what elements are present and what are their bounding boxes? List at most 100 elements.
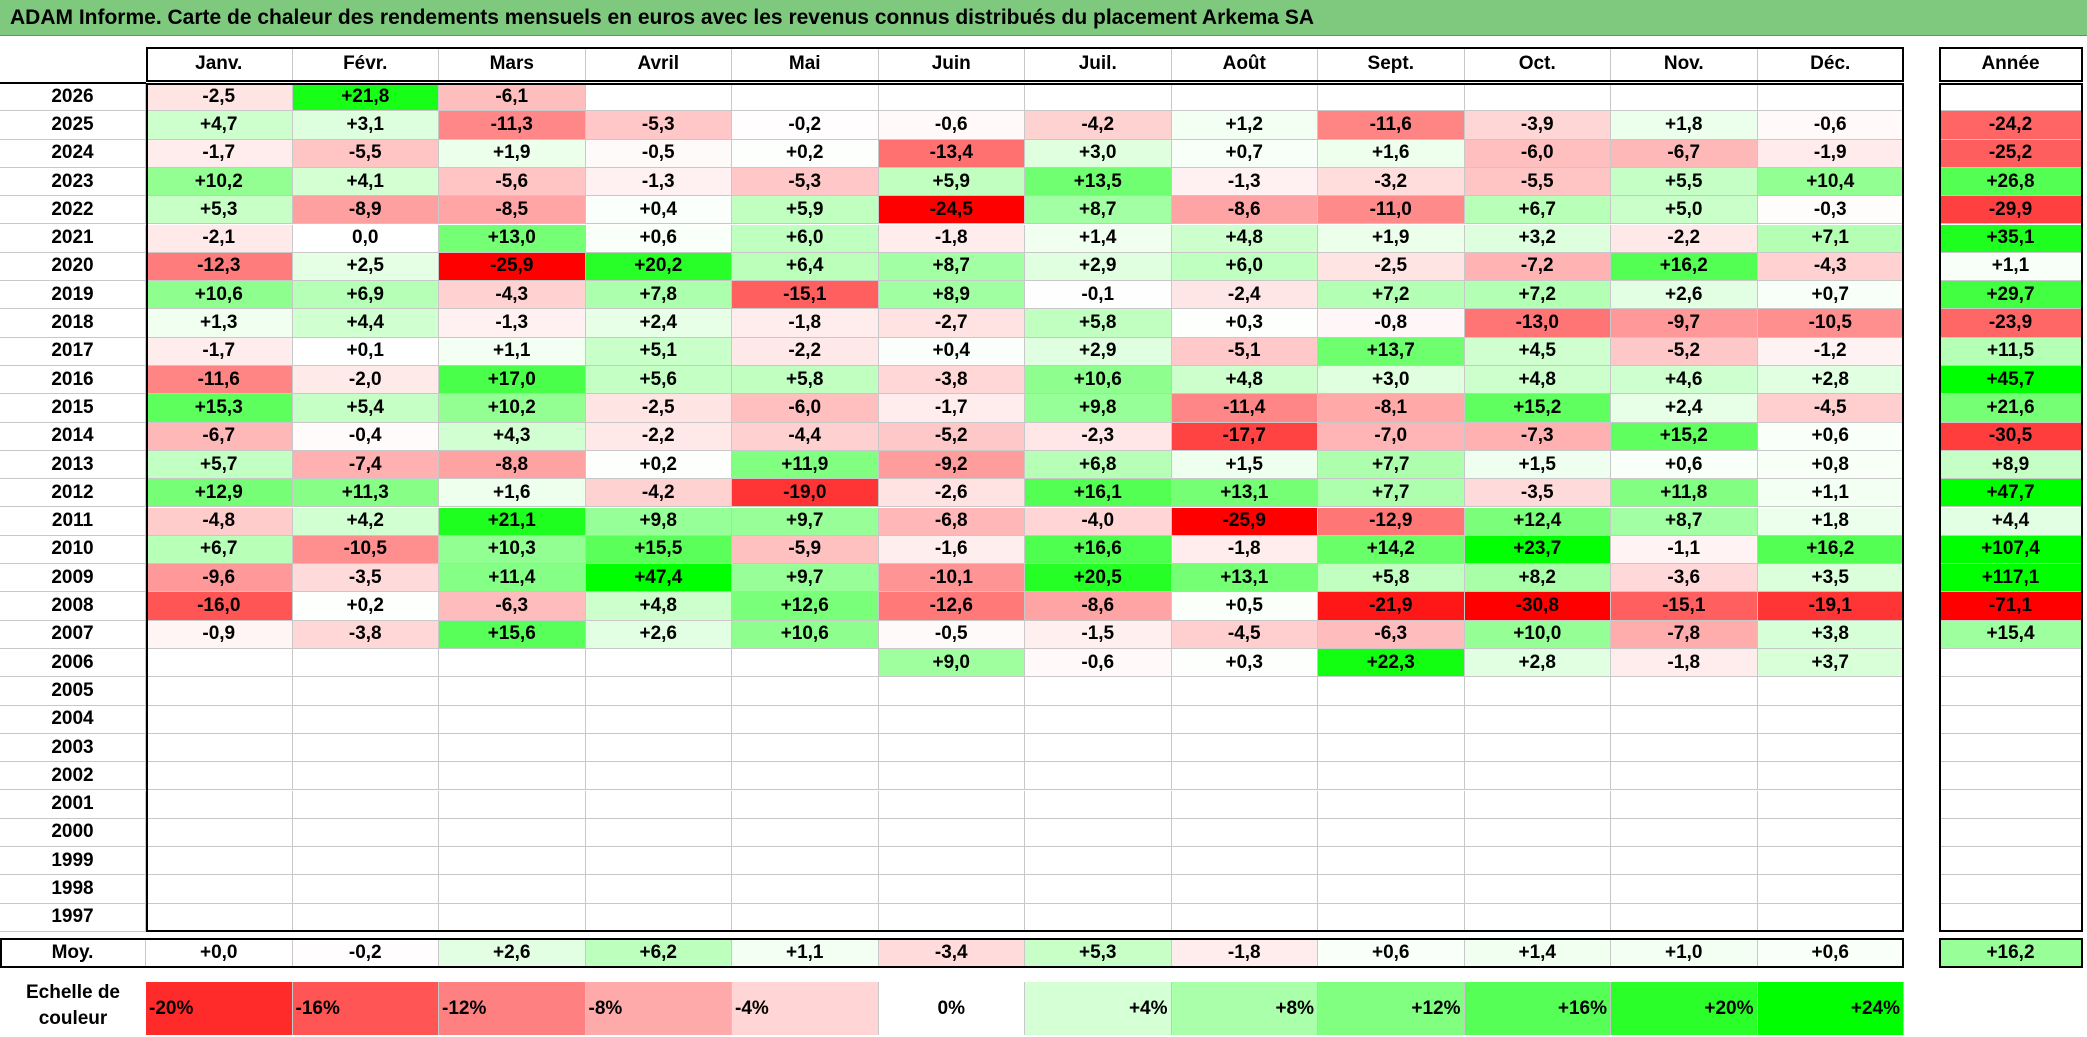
month-header: Nov.: [1611, 47, 1758, 82]
month-header: Août: [1171, 47, 1318, 82]
heatmap-cell: [146, 818, 293, 848]
heatmap-cell: -10,5: [292, 535, 439, 565]
heatmap-cell: +9,8: [1025, 394, 1172, 423]
heatmap-cell: [146, 705, 293, 734]
year-label: 2008: [0, 592, 146, 621]
heatmap-cell: -8,1: [1318, 394, 1465, 423]
heatmap-cell: +5,8: [1025, 309, 1172, 338]
heatmap-cell: +0,7: [1757, 281, 1904, 310]
heatmap-cell: [1757, 847, 1904, 876]
heatmap-cell: -3,9: [1464, 111, 1611, 140]
heatmap-cell: +2,5: [292, 252, 439, 282]
heatmap-cell: [585, 649, 732, 678]
heatmap-cell: [1757, 790, 1904, 819]
heatmap-cell: [1611, 677, 1758, 706]
heatmap-cell: -1,6: [878, 535, 1025, 565]
heatmap-cell: +4,4: [292, 309, 439, 338]
heatmap-cell: +4,8: [585, 592, 732, 621]
heatmap-cell: +8,2: [1464, 564, 1611, 593]
heatmap-cell: +2,9: [1025, 252, 1172, 282]
heatmap-cell: +8,7: [1025, 196, 1172, 225]
heatmap-cell: -25,9: [1171, 507, 1318, 536]
heatmap-cell: -8,5: [439, 196, 586, 225]
heatmap-cell: -6,1: [439, 83, 586, 112]
annual-cell: +4,4: [1939, 507, 2083, 536]
heatmap-cell: -21,9: [1318, 592, 1465, 621]
heatmap-cell: -16,0: [146, 592, 293, 621]
heatmap-cell: [1611, 818, 1758, 848]
annual-cell: [1939, 649, 2083, 678]
heatmap-cell: [146, 762, 293, 791]
average-cell: +5,3: [1025, 938, 1172, 968]
heatmap-cell: +15,3: [146, 394, 293, 423]
heatmap-cell: -9,7: [1611, 309, 1758, 338]
heatmap-cell: [1025, 705, 1172, 734]
year-label: 2001: [0, 790, 146, 819]
heatmap-cell: +13,1: [1171, 479, 1318, 508]
heatmap-cell: [732, 677, 879, 706]
heatmap-cell: [1464, 903, 1611, 932]
heatmap-cell: +7,8: [585, 281, 732, 310]
heatmap-cell: -5,5: [292, 139, 439, 168]
annual-cell: +8,9: [1939, 450, 2083, 480]
month-header: Juil.: [1025, 47, 1172, 82]
heatmap-cell: -19,0: [732, 479, 879, 508]
color-scale-stop: +24%: [1757, 982, 1904, 1035]
heatmap-cell: +7,2: [1318, 281, 1465, 310]
heatmap-cell: [439, 762, 586, 791]
heatmap-cell: +5,8: [732, 366, 879, 395]
heatmap-cell: -9,6: [146, 564, 293, 593]
heatmap-cell: -11,0: [1318, 196, 1465, 225]
heatmap-cell: +9,7: [732, 507, 879, 536]
heatmap-cell: -4,5: [1757, 394, 1904, 423]
heatmap-cell: [439, 705, 586, 734]
heatmap-cell: [1171, 83, 1318, 112]
average-label: Moy.: [0, 938, 146, 968]
heatmap-cell: -13,0: [1464, 309, 1611, 338]
heatmap-cell: [146, 847, 293, 876]
heatmap-cell: +2,6: [585, 620, 732, 649]
heatmap-cell: [1318, 677, 1465, 706]
heatmap-cell: [1757, 818, 1904, 848]
heatmap-cell: +3,1: [292, 111, 439, 140]
annual-cell: -71,1: [1939, 592, 2083, 621]
heatmap-cell: [585, 733, 732, 763]
heatmap-cell: +3,7: [1757, 649, 1904, 678]
month-header: Févr.: [292, 47, 439, 82]
heatmap-cell: -1,8: [878, 224, 1025, 253]
heatmap-cell: +1,8: [1757, 507, 1904, 536]
average-cell: -0,2: [292, 938, 439, 968]
heatmap-cell: [1318, 818, 1465, 848]
annual-cell: -23,9: [1939, 309, 2083, 338]
heatmap-cell: +1,5: [1171, 450, 1318, 480]
heatmap-cell: -5,2: [1611, 337, 1758, 366]
annual-cell: -29,9: [1939, 196, 2083, 225]
heatmap-cell: -2,6: [878, 479, 1025, 508]
heatmap-cell: [585, 83, 732, 112]
heatmap-cell: [878, 790, 1025, 819]
heatmap-cell: +0,6: [1611, 450, 1758, 480]
heatmap-cell: -4,0: [1025, 507, 1172, 536]
year-label: 2017: [0, 337, 146, 366]
heatmap-cell: [878, 705, 1025, 734]
color-scale-stop: +8%: [1171, 982, 1318, 1035]
heatmap-cell: -1,7: [878, 394, 1025, 423]
year-label: 2013: [0, 450, 146, 480]
heatmap-cell: [878, 818, 1025, 848]
heatmap-cell: +20,5: [1025, 564, 1172, 593]
heatmap-cell: +4,2: [292, 507, 439, 536]
heatmap-cell: -30,8: [1464, 592, 1611, 621]
heatmap-cell: [1171, 818, 1318, 848]
heatmap-cell: +9,8: [585, 507, 732, 536]
heatmap-cell: +10,6: [732, 620, 879, 649]
heatmap-cell: +6,0: [1171, 252, 1318, 282]
heatmap-cell: -12,3: [146, 252, 293, 282]
color-scale-stop: +12%: [1318, 982, 1465, 1035]
heatmap-cell: +2,8: [1757, 366, 1904, 395]
heatmap-cell: [292, 733, 439, 763]
heatmap-cell: [732, 83, 879, 112]
heatmap-cell: +0,4: [585, 196, 732, 225]
heatmap-cell: -2,2: [585, 422, 732, 451]
year-label: 2000: [0, 818, 146, 848]
